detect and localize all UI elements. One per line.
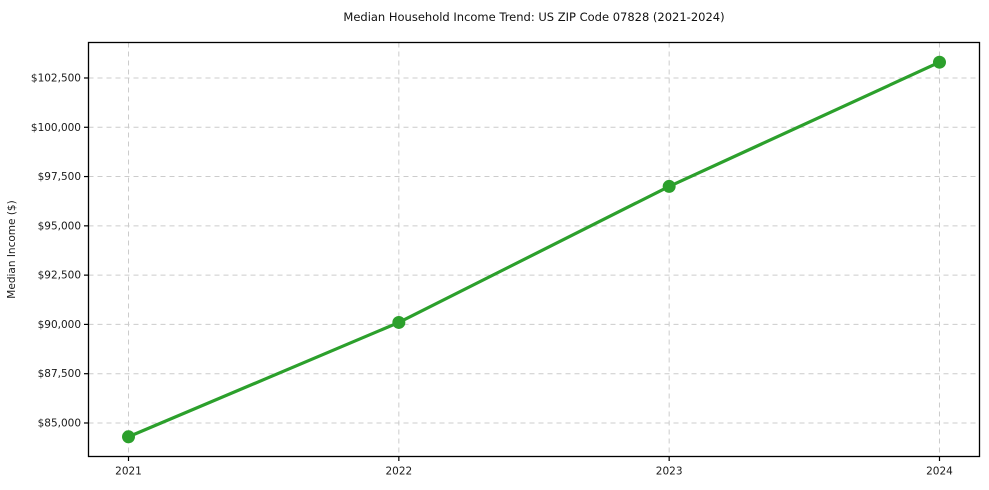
data-point-2023 — [662, 179, 676, 193]
chart-title: Median Household Income Trend: US ZIP Co… — [343, 10, 724, 24]
y-tick-label: $102,500 — [31, 72, 81, 84]
y-tick-label: $97,500 — [38, 171, 81, 183]
x-tick-label: 2021 — [115, 466, 142, 478]
tick-labels: $85,000 $87,500 $90,000 $92,500 $95,000 $97,5… — [31, 72, 953, 477]
y-tick-label: $90,000 — [38, 319, 81, 331]
trend-line — [126, 60, 942, 439]
y-tick-label: $95,000 — [38, 220, 81, 232]
plot-border — [87, 41, 981, 458]
data-points — [122, 55, 946, 444]
y-tick-label: $85,000 — [38, 417, 81, 429]
x-tick-label: 2024 — [926, 466, 953, 478]
data-point-2021 — [122, 430, 136, 444]
x-tick-label: 2022 — [385, 466, 412, 478]
gridlines — [88, 42, 980, 457]
y-tick-label: $92,500 — [38, 270, 81, 282]
axis-ticks — [84, 77, 941, 461]
y-axis-label: Median Income ($) — [6, 200, 18, 298]
data-point-2022 — [392, 315, 406, 329]
y-tick-label: $100,000 — [31, 122, 81, 134]
y-tick-label: $87,500 — [38, 368, 81, 380]
data-point-2024 — [932, 55, 946, 69]
x-tick-label: 2023 — [656, 466, 683, 478]
